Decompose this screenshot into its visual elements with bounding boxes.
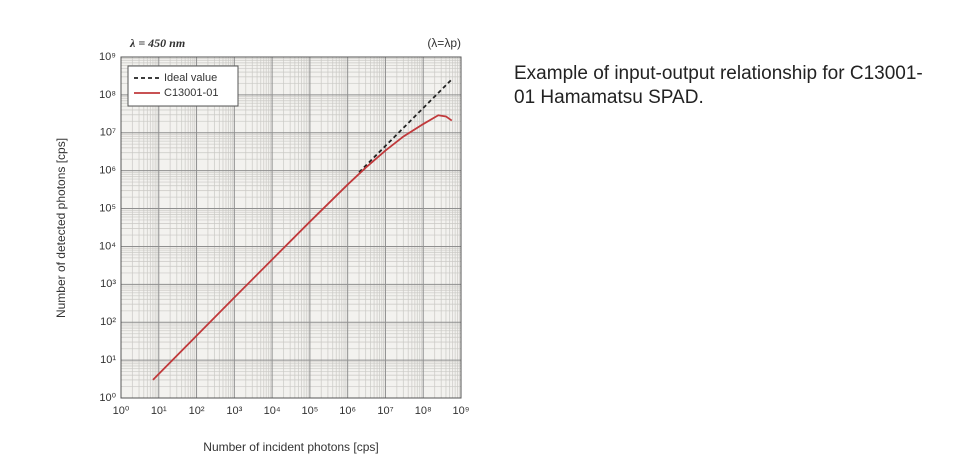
y-tick-label: 10⁷ [100, 127, 116, 139]
series-line [152, 114, 453, 381]
y-tick-label: 10⁴ [99, 240, 116, 252]
y-tick-label: 10⁵ [99, 202, 116, 214]
y-axis-label: Number of detected photons [cps] [54, 138, 68, 318]
series-line [358, 77, 454, 174]
x-tick-label: 10⁴ [264, 405, 281, 417]
y-tick-label: 10² [100, 316, 116, 328]
x-tick-label: 10⁶ [339, 405, 356, 417]
plot-frame [120, 56, 462, 399]
wavelength-annotation: λ = 450 nm [129, 36, 185, 50]
y-tick-label: 10¹ [100, 354, 116, 366]
caption: Example of input-output relationship for… [514, 63, 923, 108]
x-tick-label: 10⁸ [415, 405, 432, 417]
peak-annotation: (λ=λp) [427, 36, 461, 50]
x-tick-label: 10³ [226, 405, 242, 417]
y-tick-label: 10⁰ [99, 392, 116, 404]
y-tick-label: 10³ [100, 278, 116, 290]
y-tick-label: 10⁶ [99, 165, 116, 177]
x-tick-label: 10⁹ [453, 405, 470, 417]
x-tick-label: 10⁰ [113, 405, 130, 417]
legend-box [127, 65, 239, 107]
x-tick-label: 10⁵ [301, 405, 318, 417]
minor-grid [121, 57, 461, 398]
x-tick-label: 10¹ [151, 405, 167, 417]
plot-lines [152, 77, 454, 381]
legend-label: C13001-01 [164, 87, 218, 99]
y-tick-label: 10⁸ [99, 89, 116, 101]
x-tick-label: 10⁷ [377, 405, 393, 417]
x-axis-label: Number of incident photons [cps] [203, 440, 378, 454]
x-tick-label: 10² [189, 405, 205, 417]
grid [120, 56, 462, 399]
legend-label: Ideal value [164, 72, 217, 84]
y-tick-label: 10⁹ [99, 51, 116, 63]
